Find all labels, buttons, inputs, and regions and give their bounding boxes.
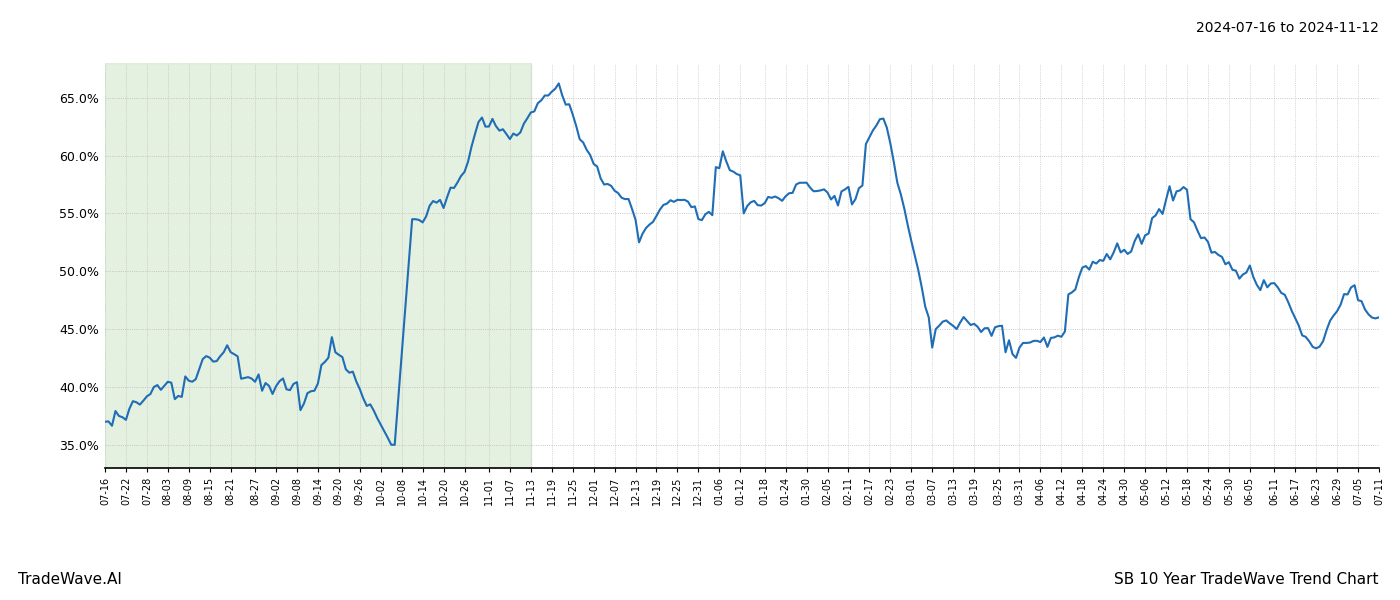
Text: TradeWave.AI: TradeWave.AI <box>18 572 122 587</box>
Text: 2024-07-16 to 2024-11-12: 2024-07-16 to 2024-11-12 <box>1196 21 1379 35</box>
Text: SB 10 Year TradeWave Trend Chart: SB 10 Year TradeWave Trend Chart <box>1114 572 1379 587</box>
Bar <box>105 63 531 468</box>
